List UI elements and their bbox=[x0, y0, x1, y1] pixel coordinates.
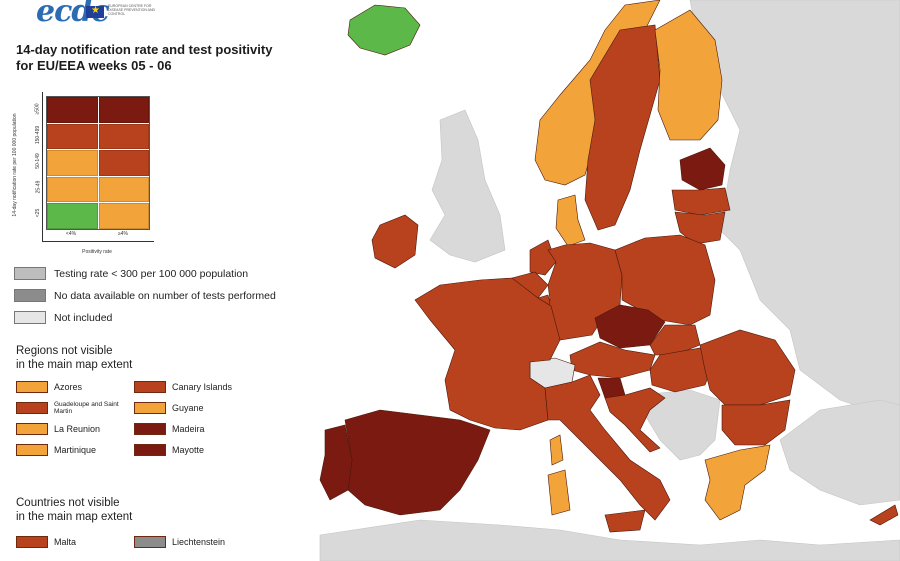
map-region-denmark bbox=[555, 194, 586, 247]
legend-label: Testing rate < 300 per 100 000 populatio… bbox=[54, 267, 249, 280]
map-region-sicily bbox=[604, 509, 646, 533]
map-region-lithuania bbox=[674, 211, 726, 245]
matrix-cell bbox=[47, 123, 98, 150]
region-label: Guadeloupe and Saint Martin bbox=[54, 401, 119, 415]
map-title-line2: for EU/EEA weeks 05 - 06 bbox=[16, 58, 172, 73]
country-label: Liechtenstein bbox=[172, 537, 226, 547]
map-region-cyprus bbox=[869, 504, 899, 526]
ecdc-logo: ecdc EUROPEAN CENTRE FOR DISEASE PREVENT… bbox=[28, 0, 155, 34]
map-region-great-britain bbox=[429, 109, 506, 263]
region-item: Martinique bbox=[16, 443, 96, 457]
region-item: Azores bbox=[16, 380, 82, 394]
map-region-ireland bbox=[371, 214, 419, 269]
matrix-cell bbox=[47, 150, 98, 176]
region-swatch bbox=[16, 402, 48, 414]
region-swatch bbox=[134, 381, 166, 393]
map-region-croatia bbox=[604, 387, 666, 453]
country-label: Malta bbox=[54, 537, 77, 547]
region-swatch bbox=[16, 423, 48, 435]
logo-subtitle: EUROPEAN CENTRE FOR DISEASE PREVENTION A… bbox=[108, 4, 156, 16]
map-region-poland bbox=[614, 234, 716, 326]
matrix-cell bbox=[98, 176, 149, 203]
color-matrix bbox=[46, 96, 150, 230]
legend-item-testing-rate: Testing rate < 300 per 100 000 populatio… bbox=[14, 266, 248, 281]
map-region-balkans-non-eu bbox=[639, 389, 721, 461]
legend-label: No data available on number of tests per… bbox=[54, 289, 276, 302]
matrix-col-label: <4% bbox=[65, 231, 77, 237]
legend-swatch bbox=[14, 311, 46, 324]
legend-label: Not included bbox=[54, 311, 113, 324]
band-label: ≥500 bbox=[35, 103, 41, 115]
map-region-netherlands bbox=[529, 239, 557, 276]
region-label: Guyane bbox=[172, 403, 204, 413]
legend-swatch bbox=[14, 289, 46, 302]
matrix-cell bbox=[98, 123, 149, 150]
region-label: Canary Islands bbox=[172, 382, 233, 392]
matrix-x-axis-line bbox=[42, 241, 154, 242]
matrix-cell bbox=[47, 203, 98, 229]
map-region-portugal bbox=[319, 424, 353, 501]
map-region-latvia bbox=[671, 187, 731, 216]
map-region-corsica bbox=[549, 434, 564, 466]
matrix-cell bbox=[98, 203, 149, 229]
eu-flag-icon bbox=[86, 5, 104, 18]
region-label: Martinique bbox=[54, 445, 97, 455]
matrix-cell bbox=[98, 150, 149, 176]
country-swatch bbox=[134, 536, 166, 548]
region-item: Guadeloupe and Saint Martin bbox=[16, 401, 126, 415]
region-swatch bbox=[134, 423, 166, 435]
region-swatch bbox=[16, 381, 48, 393]
region-item: Madeira bbox=[134, 422, 205, 436]
map-region-finland bbox=[654, 9, 723, 141]
region-label: Madeira bbox=[172, 424, 205, 434]
map-region-italy bbox=[544, 374, 671, 521]
map-region-czechia bbox=[594, 304, 666, 349]
region-swatch bbox=[16, 444, 48, 456]
map-region-iceland bbox=[347, 4, 421, 56]
map-title-line1: 14-day notification rate and test positi… bbox=[16, 42, 273, 57]
countries-section-title: Countries not visible in the main map ex… bbox=[16, 497, 133, 523]
legend-item-not-included: Not included bbox=[14, 310, 112, 325]
map-title: 14-day notification rate and test positi… bbox=[16, 42, 316, 74]
country-item: Liechtenstein bbox=[134, 535, 225, 549]
band-label: 25-49 bbox=[34, 180, 41, 194]
region-item: La Reunion bbox=[16, 422, 100, 436]
regions-section-title: Regions not visible in the main map exte… bbox=[16, 345, 133, 371]
map-region-north-africa bbox=[319, 519, 900, 561]
matrix-y-axis-title: 14-day notification rate per 100 000 pop… bbox=[12, 113, 18, 217]
map-region-sweden bbox=[584, 24, 661, 231]
map-region-estonia bbox=[679, 147, 726, 191]
region-label: Azores bbox=[54, 382, 83, 392]
region-item: Mayotte bbox=[134, 443, 204, 457]
region-swatch bbox=[134, 444, 166, 456]
country-item: Malta bbox=[16, 535, 76, 549]
legend-item-no-data: No data available on number of tests per… bbox=[14, 288, 276, 303]
band-label: 150-499 bbox=[35, 125, 42, 145]
map-region-bulgaria bbox=[721, 399, 791, 446]
country-swatch bbox=[16, 536, 48, 548]
band-label: <25 bbox=[34, 208, 41, 218]
map-region-turkey bbox=[779, 399, 900, 506]
legend-swatch bbox=[14, 267, 46, 280]
region-item: Guyane bbox=[134, 401, 204, 415]
matrix-band-labels: ≥500 150-499 50-149 25-49 <25 bbox=[30, 96, 46, 228]
band-label: 50-149 bbox=[34, 153, 41, 169]
map-region-romania bbox=[699, 329, 796, 406]
map-region-sardinia bbox=[547, 469, 571, 516]
matrix-x-axis-title: Positivity rate bbox=[82, 249, 112, 255]
region-item: Canary Islands bbox=[134, 380, 232, 394]
matrix-y-axis-line bbox=[42, 92, 43, 242]
region-label: La Reunion bbox=[54, 424, 101, 434]
matrix-cell bbox=[98, 97, 149, 123]
region-label: Mayotte bbox=[172, 445, 205, 455]
matrix-col-label: ≥4% bbox=[118, 231, 128, 237]
map-region-greece bbox=[704, 444, 771, 521]
matrix-cell bbox=[47, 176, 98, 203]
legend-panel: ecdc EUROPEAN CENTRE FOR DISEASE PREVENT… bbox=[0, 0, 320, 561]
matrix-cell bbox=[47, 97, 98, 123]
region-swatch bbox=[134, 402, 166, 414]
